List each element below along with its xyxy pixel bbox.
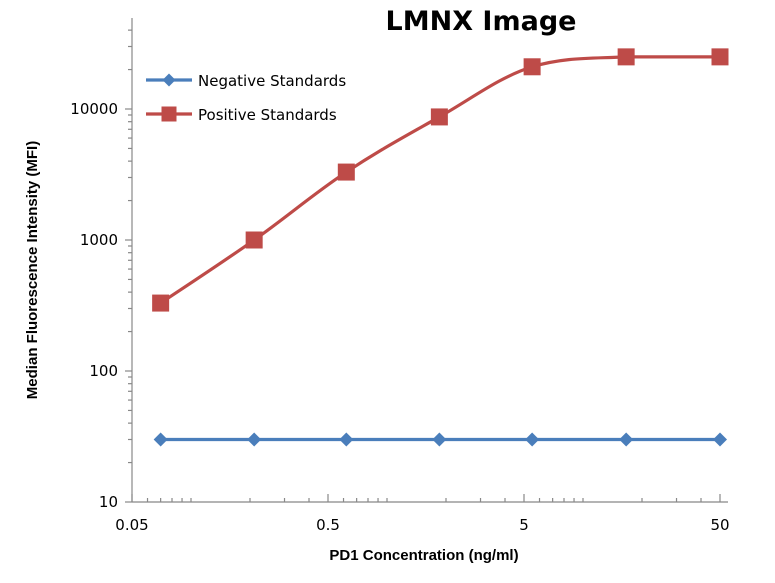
diamond-marker [339,432,354,447]
axes: 10 100 1000 10000 0.05 0.5 5 50 [70,18,730,534]
series-layer [152,48,729,447]
square-marker [337,163,355,181]
legend-label: Positive Standards [198,106,337,124]
diamond-marker [619,432,634,447]
series-negative [153,432,727,447]
legend: Negative Standards Positive Standards [146,72,346,124]
x-tick-label: 5 [519,516,529,534]
series-line [159,55,720,305]
series-positive [152,48,729,312]
legend-square-marker [161,106,177,122]
legend-item-negative: Negative Standards [146,72,346,90]
x-tick-label: 0.05 [115,516,148,534]
legend-item-positive: Positive Standards [146,106,337,124]
y-axis-title: Median Fluorescence Intensity (MFI) [24,141,41,399]
y-tick-label: 10000 [70,100,118,118]
square-marker [245,231,263,249]
x-tick-label: 0.5 [316,516,340,534]
square-marker [523,58,541,76]
chart-title: LMNX Image [386,6,577,37]
diamond-marker [247,432,262,447]
x-axis-title: PD1 Concentration (ng/ml) [329,547,518,564]
y-tick-label: 100 [89,362,118,380]
diamond-marker [153,432,168,447]
square-marker [711,48,729,66]
y-tick-label: 10 [99,493,118,511]
diamond-marker [432,432,447,447]
y-tick-label: 1000 [80,231,118,249]
square-marker [430,108,448,126]
x-tick-label: 50 [710,516,729,534]
square-marker [617,48,635,66]
legend-label: Negative Standards [198,72,346,90]
legend-diamond-marker [162,73,176,87]
diamond-marker [713,432,727,447]
diamond-marker [525,432,540,447]
square-marker [152,294,170,312]
